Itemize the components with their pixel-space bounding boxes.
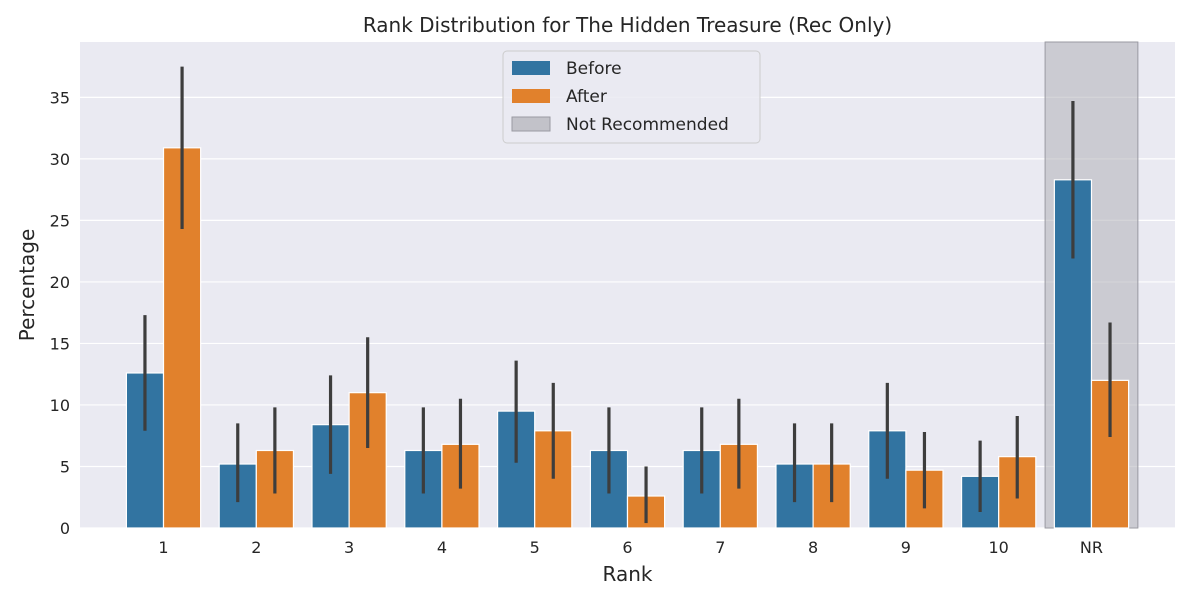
x-tick-NR: NR [1080, 538, 1103, 557]
x-tick-3: 3 [344, 538, 354, 557]
y-tick-0: 0 [60, 519, 70, 538]
y-tick-25: 25 [50, 211, 70, 230]
y-axis-label: Percentage [15, 229, 39, 342]
legend: Before After Not Recommended [502, 50, 761, 144]
x-tick-1: 1 [158, 538, 168, 557]
x-tick-8: 8 [808, 538, 818, 557]
x-tick-4: 4 [437, 538, 447, 557]
y-tick-5: 5 [60, 457, 70, 476]
y-tick-35: 35 [50, 88, 70, 107]
legend-label-before: Before [566, 59, 622, 79]
chart-title: Rank Distribution for The Hidden Treasur… [363, 13, 892, 37]
x-tick-labels: 1 2 3 4 5 6 7 8 9 10 NR [158, 538, 1103, 557]
legend-swatch-not-recommended [511, 116, 551, 132]
legend-swatch-after [512, 89, 550, 103]
x-axis-label: Rank [603, 562, 653, 586]
legend-label-not-recommended: Not Recommended [566, 115, 729, 135]
error-bars [143, 66, 1112, 524]
x-tick-9: 9 [901, 538, 911, 557]
x-tick-5: 5 [530, 538, 540, 557]
legend-swatch-before [512, 61, 550, 75]
legend-label-after: After [566, 87, 607, 107]
y-tick-20: 20 [50, 273, 70, 292]
x-tick-7: 7 [715, 538, 725, 557]
legend-box [502, 50, 761, 144]
x-tick-6: 6 [622, 538, 632, 557]
y-tick-labels: 0 5 10 15 20 25 30 35 [50, 88, 70, 538]
y-tick-10: 10 [50, 396, 70, 415]
x-tick-10: 10 [989, 538, 1009, 557]
y-tick-30: 30 [50, 150, 70, 169]
y-tick-15: 15 [50, 334, 70, 353]
x-tick-2: 2 [251, 538, 261, 557]
